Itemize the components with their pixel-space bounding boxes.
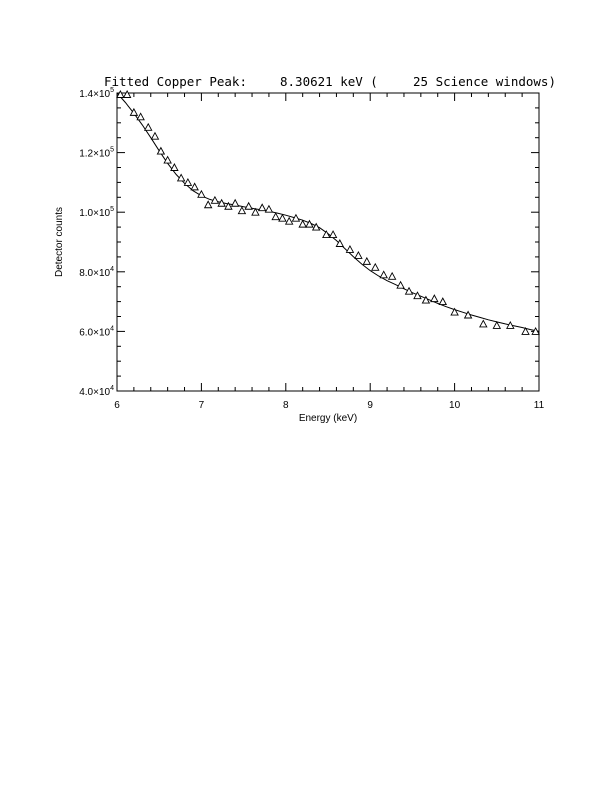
chart-title: Fitted Copper Peak: 8.30621 keV ( 25 Sci… bbox=[104, 74, 556, 89]
x-tick-label: 6 bbox=[114, 400, 120, 411]
y-tick-label: 8.0×104 bbox=[79, 266, 114, 279]
data-point-triangle bbox=[354, 250, 363, 259]
data-point-triangle bbox=[176, 173, 186, 182]
data-point-triangle bbox=[203, 200, 213, 209]
data-point-triangle bbox=[264, 204, 274, 213]
data-point-triangle bbox=[463, 310, 473, 319]
data-point-triangle bbox=[421, 295, 431, 304]
data-point-triangle bbox=[244, 201, 253, 210]
data-point-triangle bbox=[379, 270, 388, 279]
data-point-triangle bbox=[396, 280, 405, 289]
data-point-triangle bbox=[122, 90, 132, 98]
data-point-triangle bbox=[163, 155, 172, 164]
data-point-triangle bbox=[506, 320, 515, 329]
data-point-triangle bbox=[311, 222, 321, 231]
data-point-triangle bbox=[492, 320, 502, 329]
data-point-triangle bbox=[237, 206, 247, 215]
data-point-triangle bbox=[278, 213, 287, 222]
data-point-triangle bbox=[531, 326, 540, 335]
data-point-triangle bbox=[257, 203, 267, 212]
data-point-triangle bbox=[450, 307, 459, 316]
y-tick-label: 4.0×104 bbox=[79, 385, 114, 398]
data-point-triangle bbox=[328, 230, 338, 239]
data-point-triangle bbox=[271, 212, 280, 221]
data-point-triangle bbox=[284, 216, 294, 225]
data-point-triangle bbox=[322, 230, 331, 239]
data-point-triangle bbox=[387, 271, 397, 280]
data-point-triangle bbox=[136, 112, 145, 121]
data-point-triangle bbox=[362, 256, 372, 265]
data-point-triangle bbox=[438, 297, 448, 306]
x-axis-tick-labels: 6 7 8 9 10 11 bbox=[114, 400, 544, 411]
data-point-triangle bbox=[298, 219, 307, 228]
x-tick-label: 11 bbox=[534, 400, 545, 411]
y-tick-label: 6.0×104 bbox=[79, 325, 114, 338]
data-point-triangle bbox=[335, 239, 345, 247]
data-point-triangle bbox=[305, 219, 314, 228]
data-point-triangle bbox=[345, 245, 355, 253]
y-tick-label: 1.4×105 bbox=[79, 87, 114, 100]
data-point-triangle bbox=[183, 177, 193, 186]
data-point-triangle bbox=[251, 207, 260, 216]
data-point-triangle bbox=[371, 262, 380, 271]
y-axis-label: Detector counts bbox=[54, 207, 65, 277]
data-point-triangle bbox=[143, 122, 153, 131]
chart-title-windows: 25 Science windows) bbox=[413, 74, 556, 89]
data-points bbox=[116, 90, 540, 335]
x-tick-label: 8 bbox=[283, 400, 289, 411]
data-point-triangle bbox=[116, 90, 125, 98]
data-point-triangle bbox=[156, 146, 166, 155]
data-point-triangle bbox=[291, 213, 301, 222]
chart-title-prefix: Fitted Copper Peak: bbox=[104, 74, 247, 89]
data-point-triangle bbox=[404, 286, 414, 295]
data-point-triangle bbox=[479, 319, 488, 328]
data-point-triangle bbox=[430, 294, 439, 303]
data-point-triangle bbox=[170, 163, 179, 171]
fit-curve bbox=[116, 92, 540, 332]
data-point-triangle bbox=[224, 201, 233, 210]
data-point-triangle bbox=[150, 131, 160, 140]
data-point-triangle bbox=[197, 189, 206, 198]
x-axis-ticks bbox=[116, 93, 540, 391]
x-tick-label: 7 bbox=[199, 400, 205, 411]
y-axis-tick-labels: 4.0×104 6.0×104 8.0×104 1.0×105 1.2×105 1.4×1… bbox=[79, 87, 114, 398]
y-tick-label: 1.2×105 bbox=[79, 147, 114, 160]
y-tick-label: 1.0×105 bbox=[79, 206, 114, 219]
x-tick-label: 9 bbox=[367, 400, 373, 411]
data-point-triangle bbox=[190, 182, 199, 191]
data-point-triangle bbox=[129, 107, 139, 116]
chart-title-energy: 8.30621 keV ( bbox=[280, 74, 378, 89]
data-point-triangle bbox=[210, 195, 220, 204]
data-point-triangle bbox=[217, 198, 226, 207]
data-point-triangle bbox=[230, 198, 240, 207]
x-axis-label: Energy (keV) bbox=[299, 413, 357, 424]
plot-frame bbox=[116, 92, 540, 392]
data-point-triangle bbox=[521, 326, 530, 335]
y-axis-ticks bbox=[117, 92, 539, 392]
x-tick-label: 10 bbox=[449, 400, 461, 411]
data-point-triangle bbox=[413, 291, 422, 300]
